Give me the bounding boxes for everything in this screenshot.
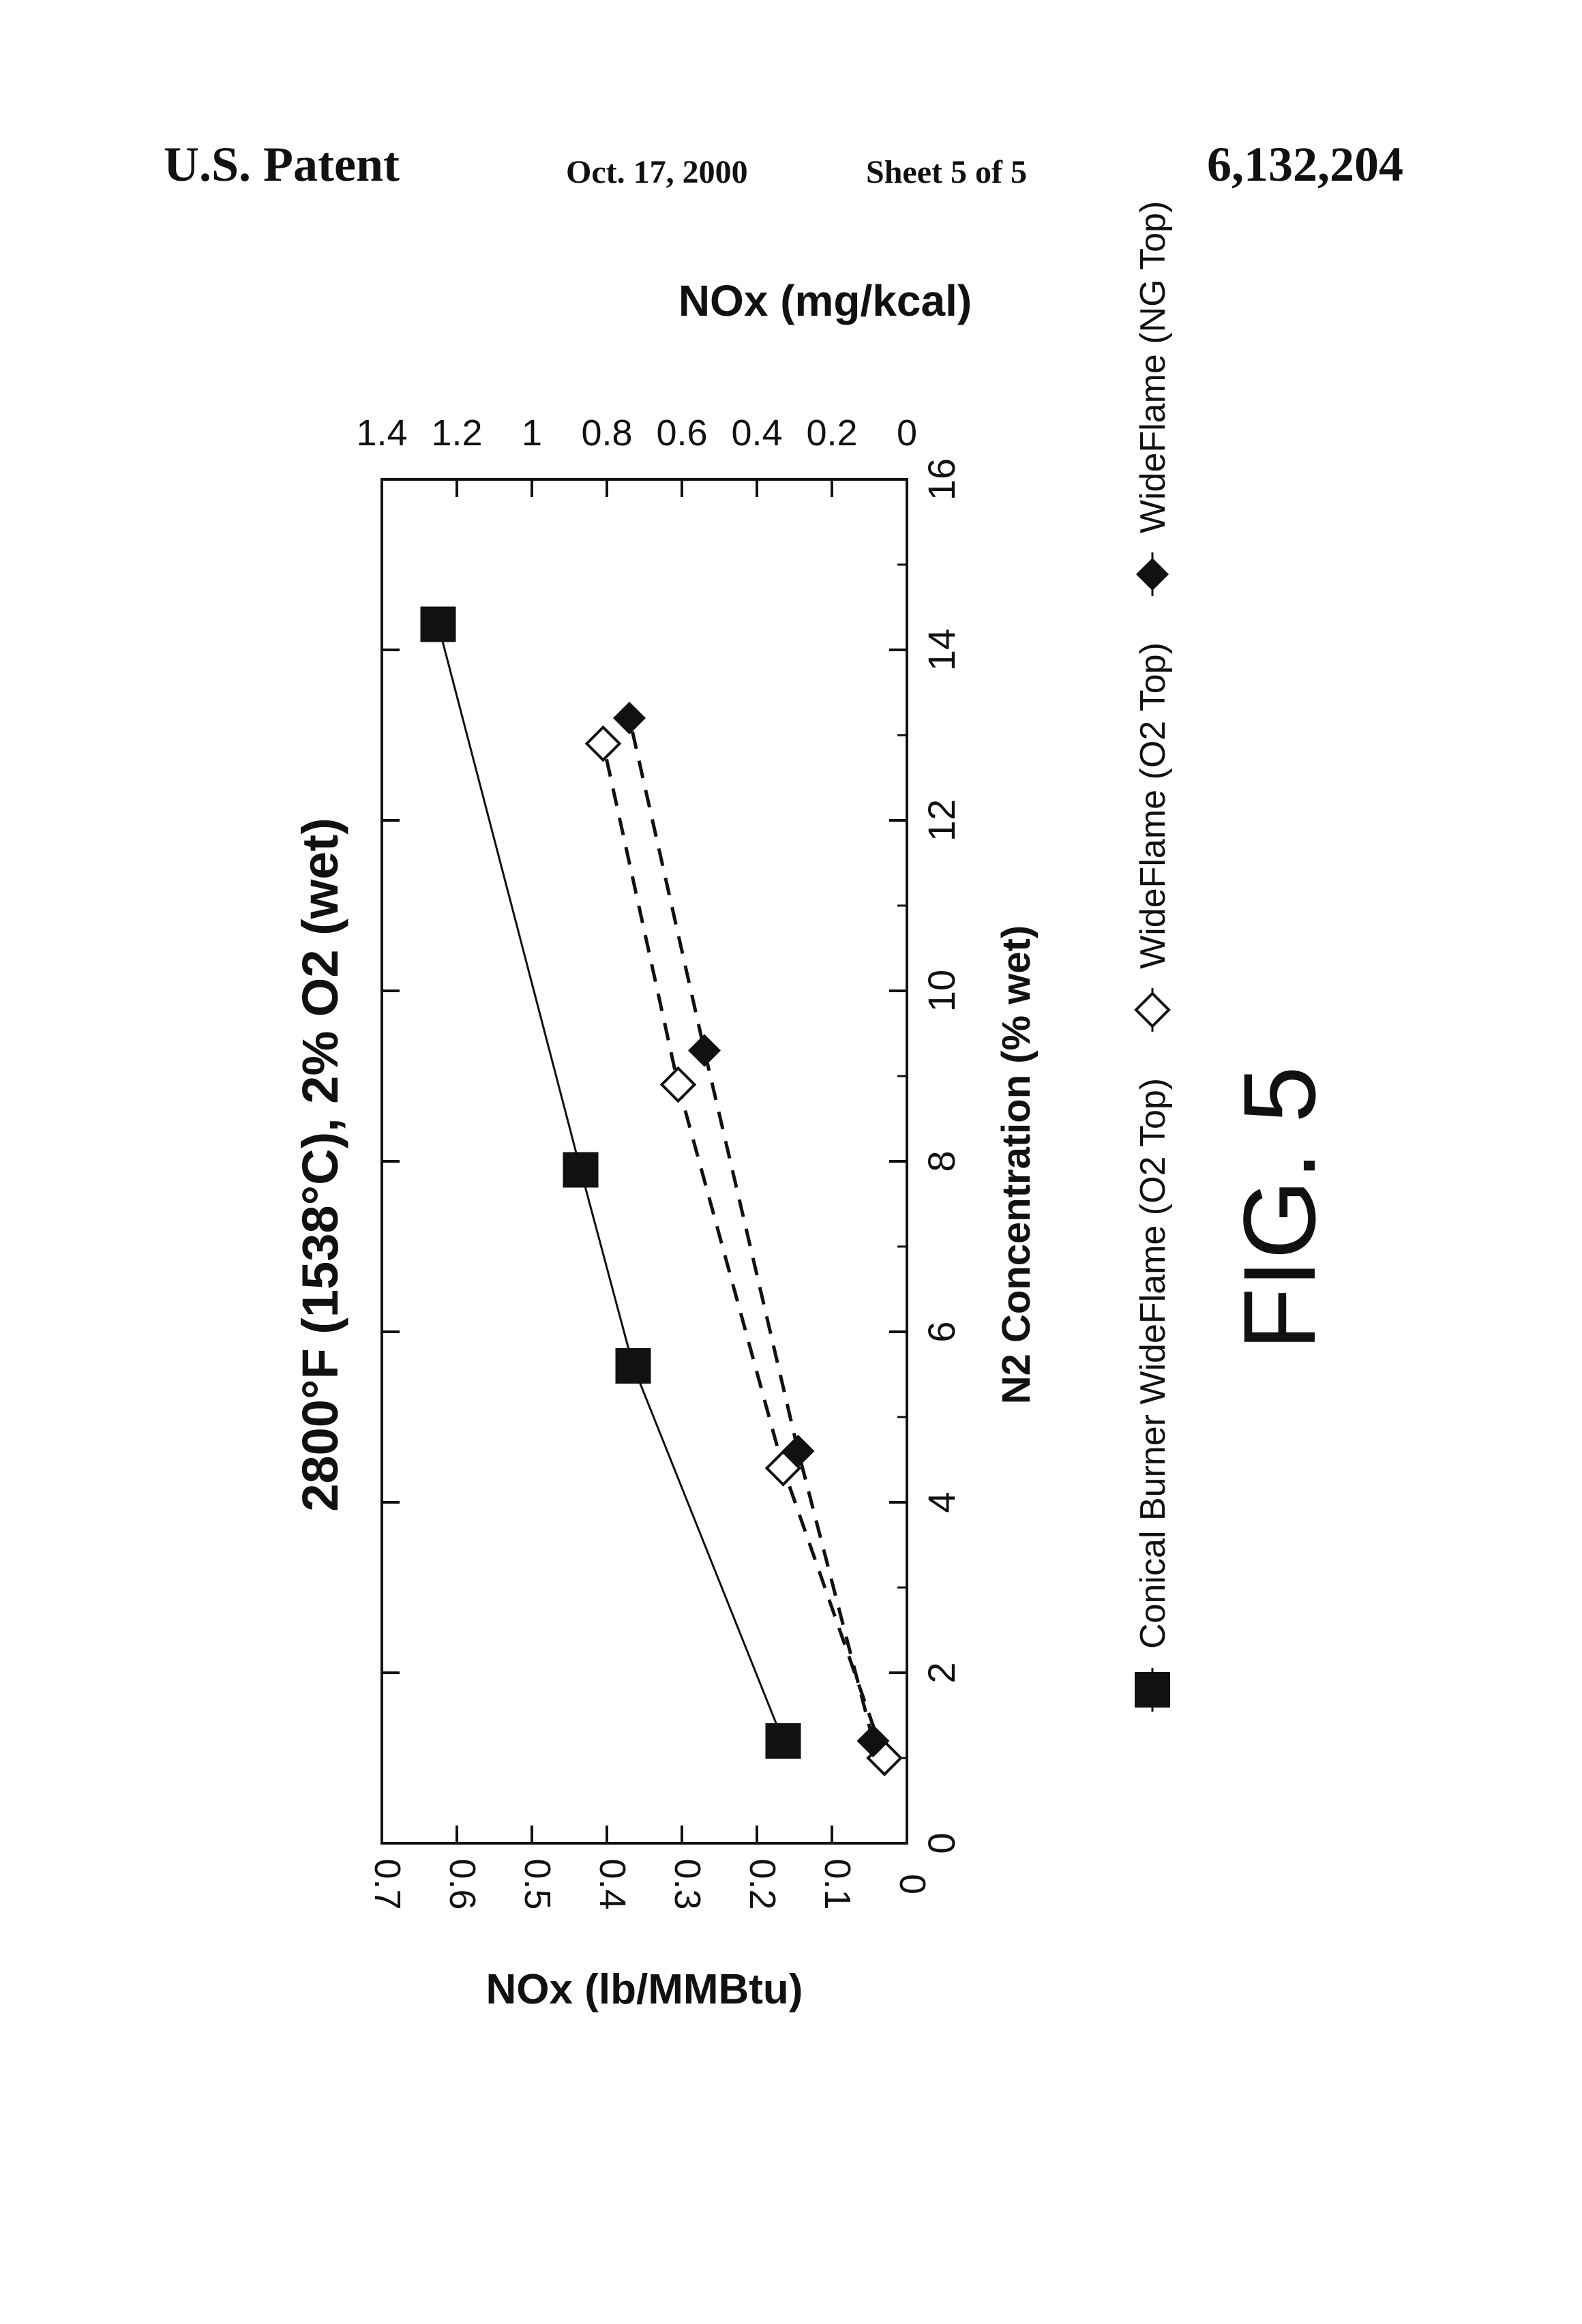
x-tick-label: 2: [920, 1662, 963, 1683]
legend-entry-0: Conical Burner WideFlame (O2 Top): [1133, 1078, 1173, 1712]
chart-title: 2800°F (1538°C), 2% O2 (wet): [292, 818, 348, 1511]
y2-tick-label: 0.2: [806, 413, 857, 453]
series-0-point: [616, 1348, 651, 1384]
x-tick-label: 16: [920, 458, 963, 501]
y2-axis-label: NOx (mg/kcal): [678, 276, 972, 325]
y2-tick-label: 0.6: [656, 413, 707, 453]
series-0-point: [421, 607, 456, 642]
legend-entry-1: WideFlame (O2 Top): [1133, 642, 1173, 1032]
y-tick-label: 0: [892, 1874, 933, 1894]
legend-label: WideFlame (O2 Top): [1133, 642, 1173, 969]
series-1-point: [587, 728, 620, 760]
series-0-point: [766, 1723, 801, 1759]
x-axis-label: N2 Concentration (% wet): [994, 925, 1039, 1405]
x-tick-label: 10: [920, 970, 963, 1012]
x-tick-label: 12: [920, 799, 963, 841]
y2-tick-label: 1: [522, 413, 542, 453]
series-2-point: [688, 1034, 721, 1067]
legend-marker: [1136, 994, 1169, 1026]
x-tick-label: 4: [920, 1491, 963, 1513]
y-axis-label: NOx (lb/MMBtu): [486, 1966, 803, 2013]
figure-label: FIG. 5: [1221, 1009, 1339, 1350]
y-tick-label: 0.2: [742, 1858, 783, 1909]
y-tick-label: 0.3: [667, 1858, 708, 1909]
legend-marker: [1136, 558, 1169, 591]
series-2-point: [613, 702, 646, 734]
y2-tick-label: 0: [897, 413, 917, 453]
y2-tick-label: 0.4: [731, 413, 782, 453]
series-line-1: [603, 744, 885, 1759]
y-tick-label: 0.1: [817, 1858, 858, 1909]
y2-tick-label: 1.4: [356, 413, 407, 453]
legend-marker: [1135, 1672, 1170, 1708]
y2-tick-label: 0.8: [581, 413, 632, 453]
series-0-point: [563, 1152, 599, 1188]
plot-frame: [382, 479, 907, 1843]
series-1-point: [662, 1069, 695, 1101]
legend-label: WideFlame (NG Top): [1133, 201, 1173, 533]
y-tick-label: 0.7: [367, 1858, 408, 1909]
x-tick-label: 6: [920, 1321, 963, 1342]
series-line-2: [629, 718, 874, 1741]
figure-label-box: FIG. 5: [1221, 1064, 1562, 1187]
x-tick-label: 14: [920, 629, 963, 671]
y-tick-label: 0.6: [442, 1858, 483, 1909]
y-tick-label: 0.5: [517, 1858, 558, 1909]
x-tick-label: 0: [920, 1832, 963, 1853]
series-line-0: [438, 625, 783, 1742]
legend-label: Conical Burner WideFlame (O2 Top): [1133, 1078, 1173, 1649]
legend-entry-2: WideFlame (NG Top): [1133, 201, 1173, 596]
y2-tick-label: 1.2: [431, 413, 482, 453]
x-tick-label: 8: [920, 1150, 963, 1172]
y-tick-label: 0.4: [592, 1858, 633, 1909]
